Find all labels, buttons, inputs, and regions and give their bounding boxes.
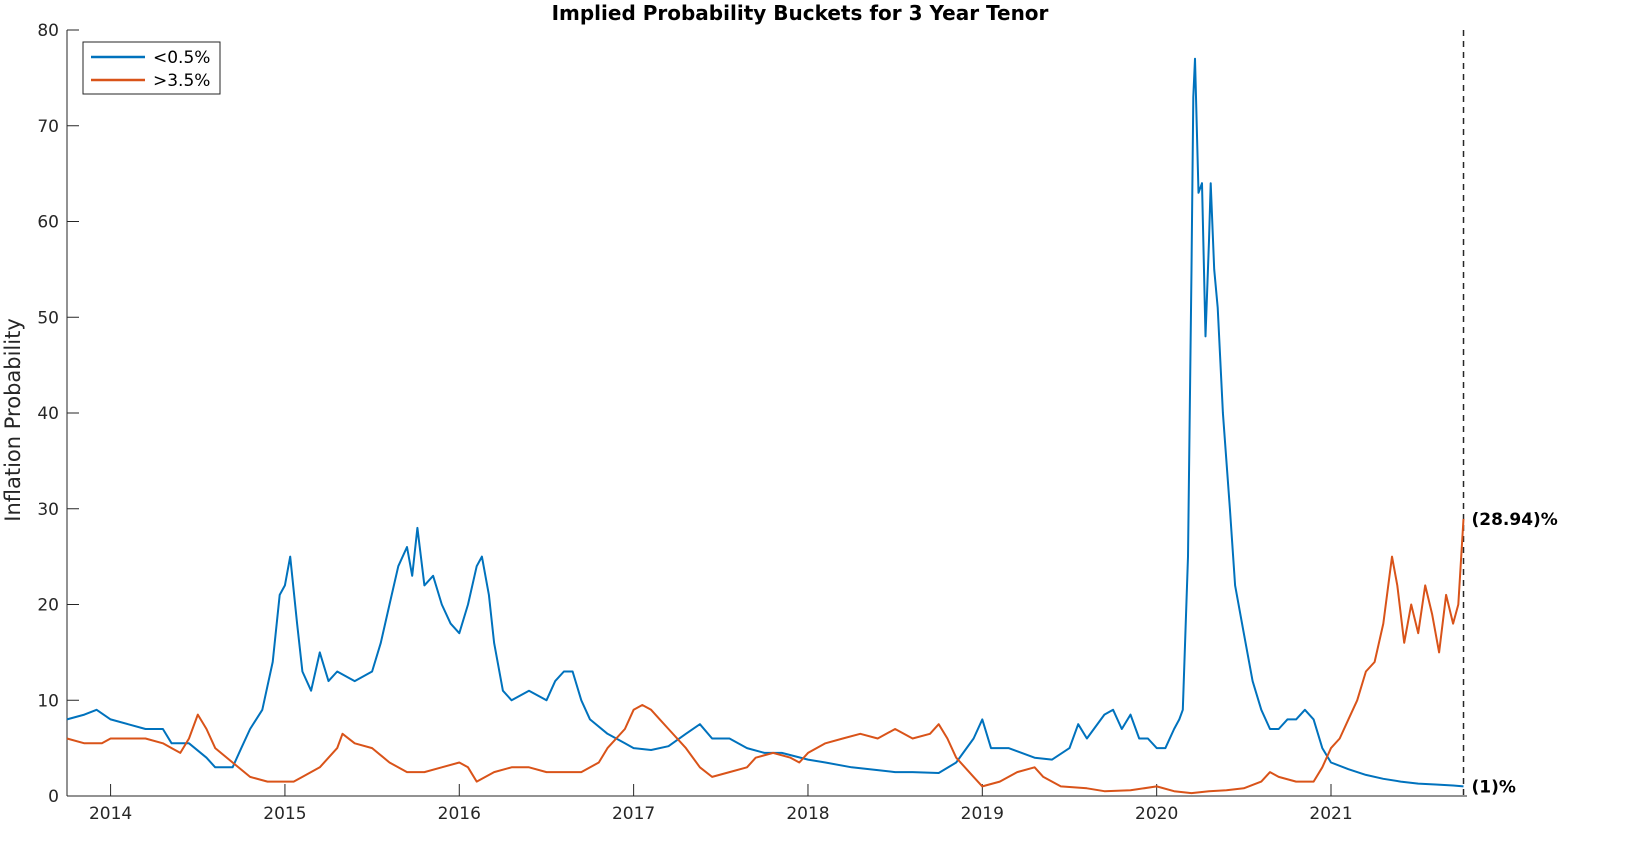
y-tick-label: 30	[37, 500, 59, 520]
y-tick-label: 0	[48, 787, 59, 807]
end-value-label-1: (28.94)%	[1472, 510, 1558, 530]
x-tick-label: 2019	[961, 804, 1004, 824]
y-tick-label: 40	[37, 404, 59, 424]
y-tick-label: 80	[37, 21, 59, 41]
x-tick-label: 2015	[263, 804, 306, 824]
y-axis-title: Inflation Probability	[1, 318, 25, 522]
x-tick-label: 2021	[1309, 804, 1352, 824]
y-tick-label: 70	[37, 117, 59, 137]
x-tick-label: 2016	[438, 804, 481, 824]
series-line-0	[66, 57, 1464, 788]
x-tick-label: 2020	[1135, 804, 1178, 824]
end-value-label-0: (1)%	[1472, 777, 1516, 797]
y-tick-label: 60	[37, 213, 59, 233]
y-tick-label: 10	[37, 691, 59, 711]
x-tick-label: 2018	[786, 804, 829, 824]
chart-title: Implied Probability Buckets for 3 Year T…	[552, 1, 1049, 25]
legend-label-0: <0.5%	[153, 48, 210, 68]
y-tick-label: 20	[37, 596, 59, 616]
plot-area: 0 10 20 30 40 50 60 70 80 2014 2015 2016 2017 2018 201…	[37, 21, 1558, 824]
x-tick-label: 2017	[612, 804, 655, 824]
legend-label-1: >3.5%	[153, 71, 210, 91]
x-tick-label: 2014	[89, 804, 132, 824]
y-tick-label: 50	[37, 308, 59, 328]
series-line-1	[66, 518, 1465, 795]
legend-box	[82, 41, 221, 95]
